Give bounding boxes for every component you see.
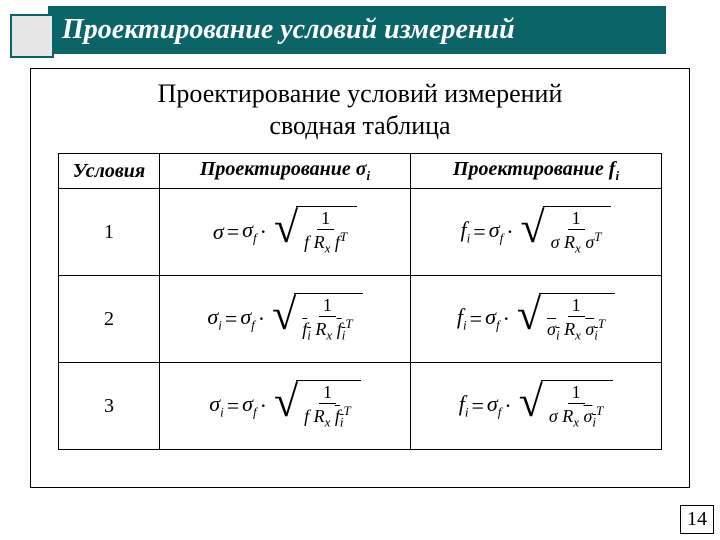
decor-box-icon <box>10 14 54 58</box>
table-row: 2σi=σf·√1fi Rx fiTfi=σf·√1σi Rx σiT <box>59 276 662 363</box>
summary-table: Условия Проектирование σi Проектирование… <box>58 153 662 450</box>
condition-cell: 2 <box>59 276 160 363</box>
header-sigma: Проектирование σi <box>160 154 411 189</box>
f-formula-cell: fi=σf·√1σi Rx σiT <box>411 276 662 363</box>
condition-cell: 1 <box>59 189 160 276</box>
header-conditions: Условия <box>59 154 160 189</box>
slide: Проектирование условий измерений Проекти… <box>0 0 720 540</box>
f-formula-cell: fi=σf·√1σ Rx σT <box>411 189 662 276</box>
title-bar: Проектирование условий измерений <box>48 6 666 54</box>
f-formula-cell: fi=σf·√1σ Rx σiT <box>411 363 662 450</box>
content-frame: Проектирование условий измерений сводная… <box>30 68 690 488</box>
table-body: 1σ=σf·√1f Rx fTfi=σf·√1σ Rx σT2σi=σf·√1f… <box>59 189 662 450</box>
condition-cell: 3 <box>59 363 160 450</box>
table-header-row: Условия Проектирование σi Проектирование… <box>59 154 662 189</box>
sigma-formula-cell: σi=σf·√1f Rx fiT <box>160 363 411 450</box>
slide-title: Проектирование условий измерений <box>62 14 515 46</box>
subtitle-line-1: Проектирование условий измерений <box>31 79 689 109</box>
header-f: Проектирование fi <box>411 154 662 189</box>
table-row: 1σ=σf·√1f Rx fTfi=σf·√1σ Rx σT <box>59 189 662 276</box>
sigma-formula-cell: σi=σf·√1fi Rx fiT <box>160 276 411 363</box>
sigma-formula-cell: σ=σf·√1f Rx fT <box>160 189 411 276</box>
page-number: 14 <box>680 505 714 534</box>
subtitle-line-2: сводная таблица <box>31 111 689 141</box>
table-row: 3σi=σf·√1f Rx fiTfi=σf·√1σ Rx σiT <box>59 363 662 450</box>
